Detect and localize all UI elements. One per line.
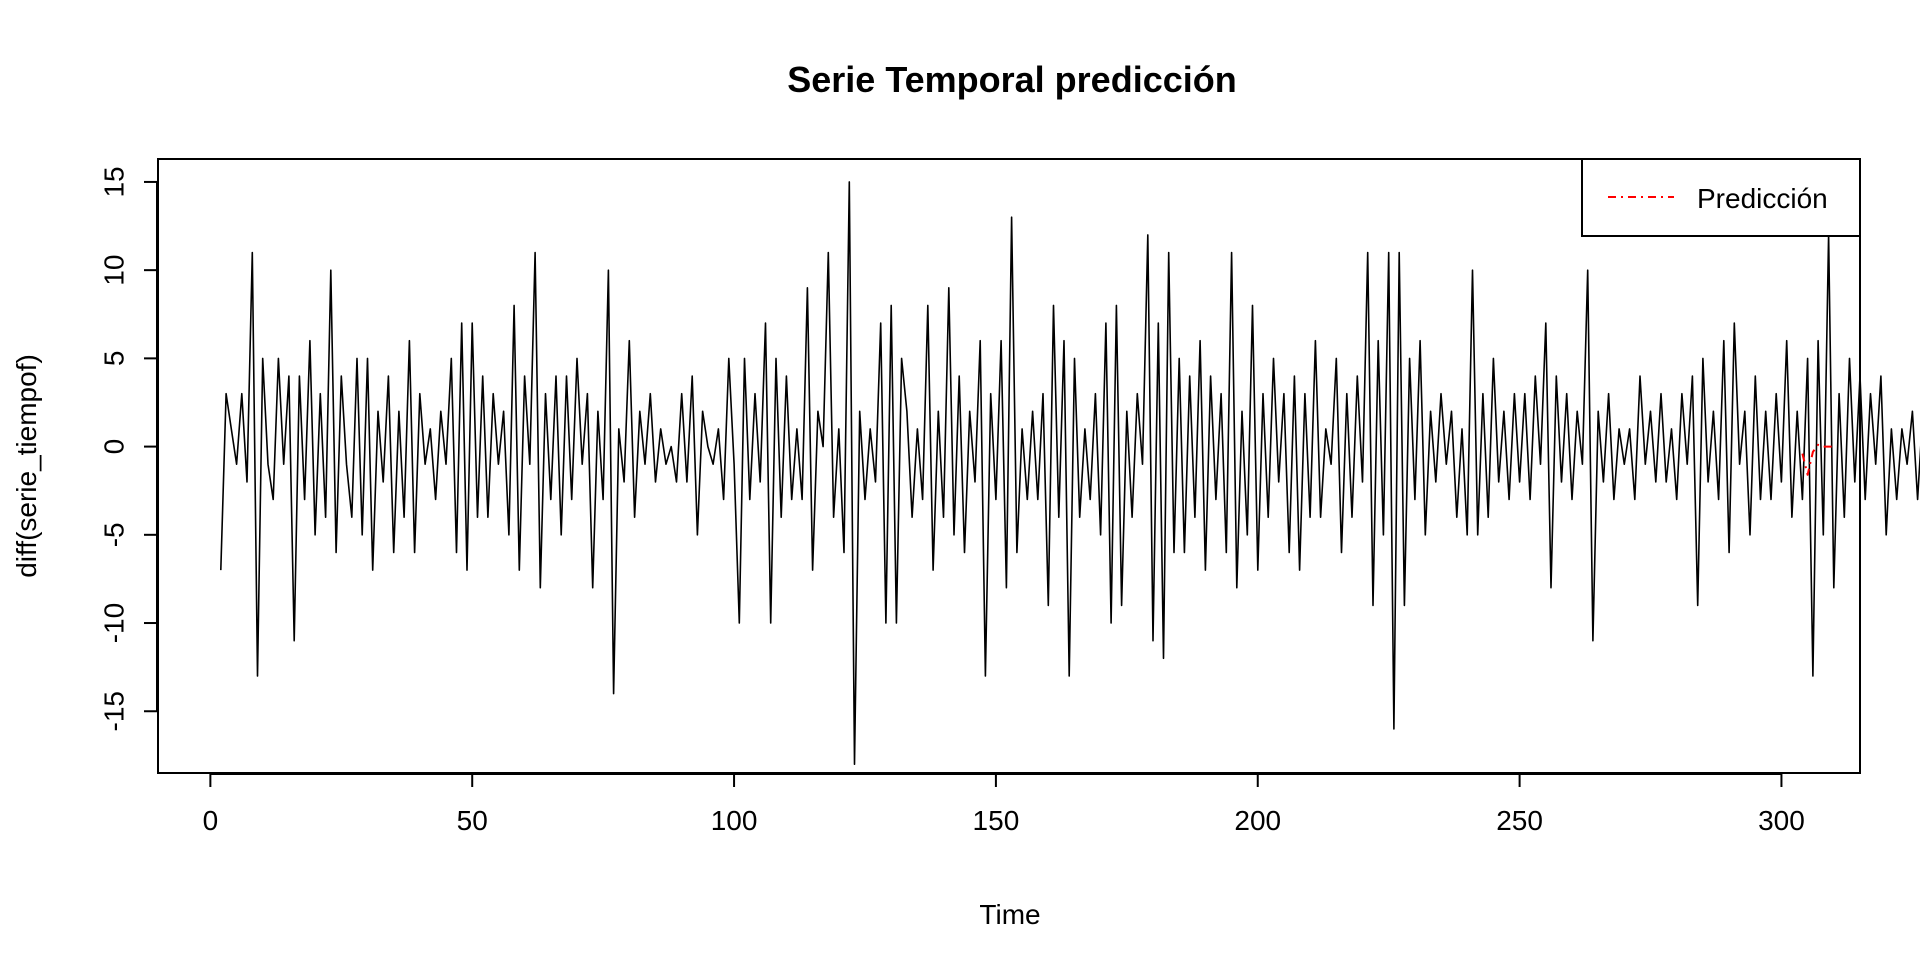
x-tick-label: 250: [1496, 805, 1543, 836]
y-tick-label: 10: [98, 255, 129, 286]
y-tick-label: -10: [98, 603, 129, 643]
y-tick-label: 5: [98, 351, 129, 367]
chart-title: Serie Temporal predicción: [787, 59, 1236, 100]
legend: Predicción: [1581, 158, 1861, 237]
x-tick-label: 0: [203, 805, 219, 836]
x-axis-label: Time: [979, 899, 1040, 930]
legend-label-prediccion: Predicción: [1697, 183, 1828, 214]
series-line-prediccion: [1801, 443, 1834, 476]
y-tick-label: 15: [98, 166, 129, 197]
x-tick-label: 300: [1758, 805, 1805, 836]
y-tick-label: -15: [98, 691, 129, 731]
x-tick-label: 100: [711, 805, 758, 836]
y-axis-label: diff(serie_tiempof): [11, 354, 42, 578]
series-layer: [220, 181, 1920, 766]
y-axis: -15 -10 -5 0 5 10 15: [98, 166, 158, 731]
x-tick-label: 200: [1234, 805, 1281, 836]
x-tick-label: 150: [973, 805, 1020, 836]
plot-frame: [157, 158, 1861, 774]
x-tick-label: 50: [457, 805, 488, 836]
y-tick-label: 0: [98, 439, 129, 455]
series-line-diff: [220, 181, 1920, 766]
y-tick-label: -5: [98, 522, 129, 547]
